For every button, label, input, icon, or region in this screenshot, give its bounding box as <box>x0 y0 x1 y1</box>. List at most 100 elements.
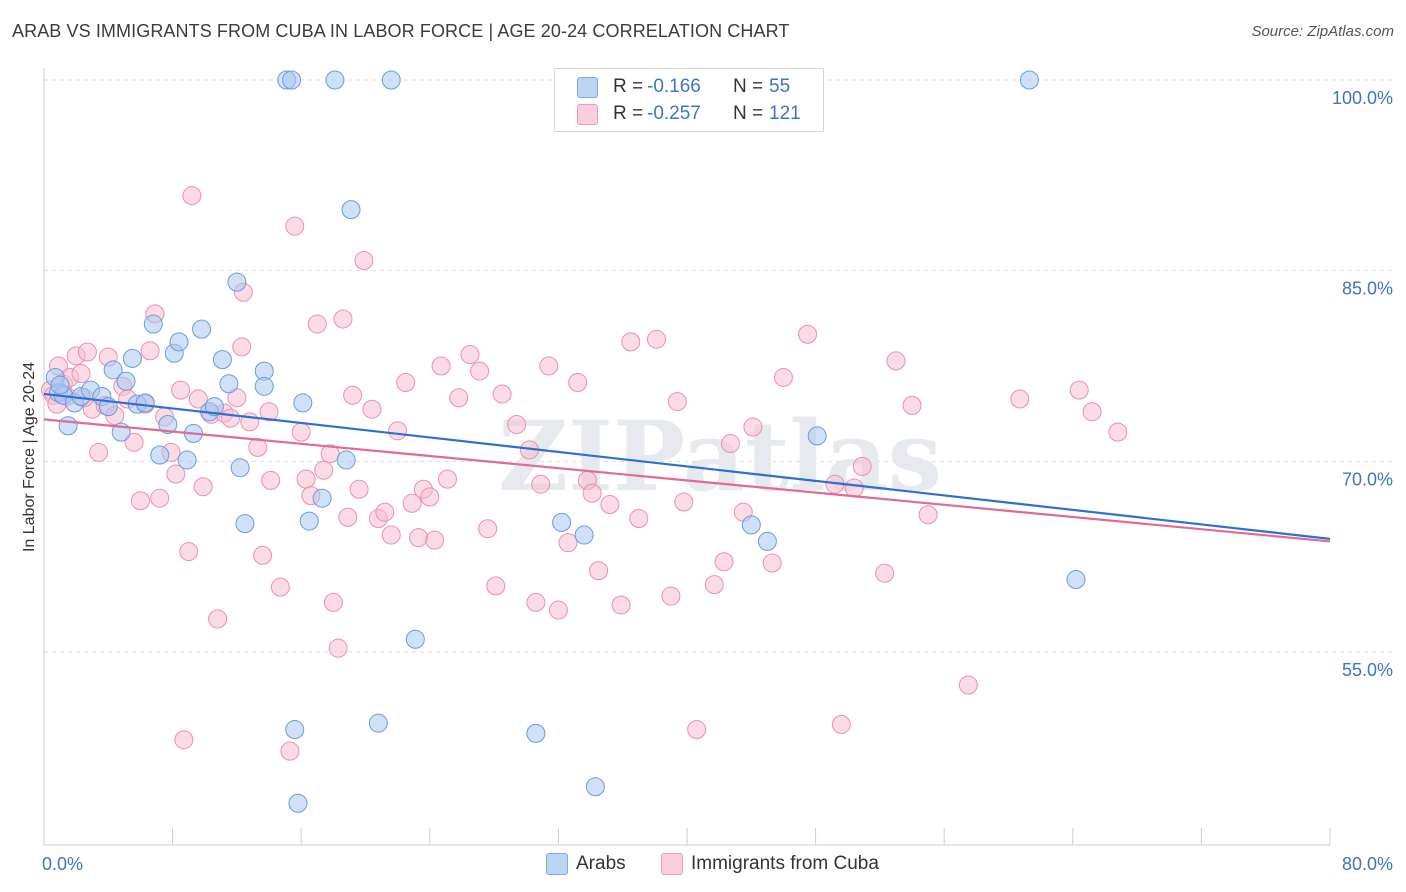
data-point <box>285 720 305 740</box>
data-point <box>230 458 250 478</box>
data-point <box>621 332 641 352</box>
y-axis-label: In Labor Force | Age 20-24 <box>21 362 38 552</box>
legend-swatch-arabs <box>577 77 598 98</box>
data-point <box>188 389 208 409</box>
data-point <box>629 509 649 529</box>
data-point <box>582 483 602 503</box>
y-tick-label: 85.0% <box>1342 279 1393 299</box>
data-point <box>798 324 818 344</box>
data-point <box>409 528 429 548</box>
data-point <box>762 553 782 573</box>
data-point <box>589 561 609 581</box>
x-tick-label-min: 0.0% <box>42 854 83 874</box>
source-label: Source: ZipAtlas.com <box>1251 23 1394 40</box>
legend-r-label: R = <box>613 103 644 124</box>
data-point <box>539 356 559 376</box>
data-point <box>757 531 777 551</box>
data-point <box>343 385 363 405</box>
data-point <box>192 319 212 339</box>
data-point <box>293 393 313 413</box>
data-point <box>807 426 827 446</box>
data-point <box>220 408 240 428</box>
data-point <box>1082 402 1102 422</box>
data-point <box>182 186 202 206</box>
data-point <box>531 474 551 494</box>
data-point <box>288 793 308 813</box>
data-point <box>103 360 123 380</box>
data-point <box>143 314 163 334</box>
data-point <box>568 373 588 393</box>
data-point <box>396 373 416 393</box>
series-legend: Arabs Immigrants from Cuba <box>0 852 1406 878</box>
y-tick-label: 70.0% <box>1342 469 1393 489</box>
data-point <box>437 469 457 489</box>
data-point <box>282 70 302 90</box>
data-point <box>204 397 224 417</box>
data-point <box>773 367 793 387</box>
data-point <box>431 356 451 376</box>
data-point <box>507 414 527 434</box>
trend-line <box>43 392 1331 540</box>
data-point <box>362 399 382 419</box>
data-point <box>140 341 160 361</box>
data-point <box>58 416 78 436</box>
data-point <box>1066 570 1086 590</box>
data-point <box>307 314 327 334</box>
data-point <box>720 434 740 454</box>
chart-title: ARAB VS IMMIGRANTS FROM CUBA IN LABOR FO… <box>12 21 790 41</box>
data-point <box>193 477 213 497</box>
legend-row-arabs: R = -0.166 N = 55 <box>555 74 823 100</box>
data-point <box>341 200 361 220</box>
data-point <box>460 345 480 365</box>
data-point <box>122 348 142 368</box>
data-point <box>296 469 316 489</box>
data-point <box>743 417 763 437</box>
data-point <box>314 460 334 480</box>
data-point <box>918 505 938 525</box>
legend-swatch-cuba <box>661 853 683 875</box>
data-point <box>674 492 694 512</box>
legend-r-value: -0.257 <box>647 103 701 124</box>
data-point <box>299 511 319 531</box>
data-point <box>312 488 332 508</box>
data-point <box>333 309 353 329</box>
data-point <box>261 470 281 490</box>
data-point <box>71 364 91 384</box>
data-point <box>388 421 408 441</box>
data-point <box>425 530 445 550</box>
data-point <box>831 714 851 734</box>
data-point <box>1010 389 1030 409</box>
data-point <box>232 337 252 357</box>
y-tick-label: 55.0% <box>1342 660 1393 680</box>
legend-n-value: 55 <box>769 76 791 97</box>
data-point <box>526 592 546 612</box>
data-point <box>166 464 186 484</box>
series-arabs <box>45 70 1086 813</box>
data-point <box>1069 380 1089 400</box>
data-point <box>449 388 469 408</box>
data-point <box>958 675 978 695</box>
data-point <box>526 723 546 743</box>
legend-n-label: N = <box>733 76 764 97</box>
data-point <box>150 445 170 465</box>
data-point <box>285 216 305 236</box>
data-point <box>208 609 228 629</box>
data-point <box>420 487 440 507</box>
data-point <box>687 720 707 740</box>
data-point <box>852 456 872 476</box>
x-minor-ticks <box>43 828 1331 845</box>
data-point <box>77 342 97 362</box>
data-point <box>248 437 268 457</box>
data-point <box>558 533 578 553</box>
data-point <box>646 329 666 349</box>
data-point <box>158 414 178 434</box>
data-point <box>574 525 594 545</box>
data-point <box>714 552 734 572</box>
legend-n-value: 121 <box>769 103 801 124</box>
data-point <box>116 371 136 391</box>
data-point <box>338 507 358 527</box>
data-point <box>219 374 239 394</box>
data-point <box>402 493 422 513</box>
data-point <box>902 395 922 415</box>
